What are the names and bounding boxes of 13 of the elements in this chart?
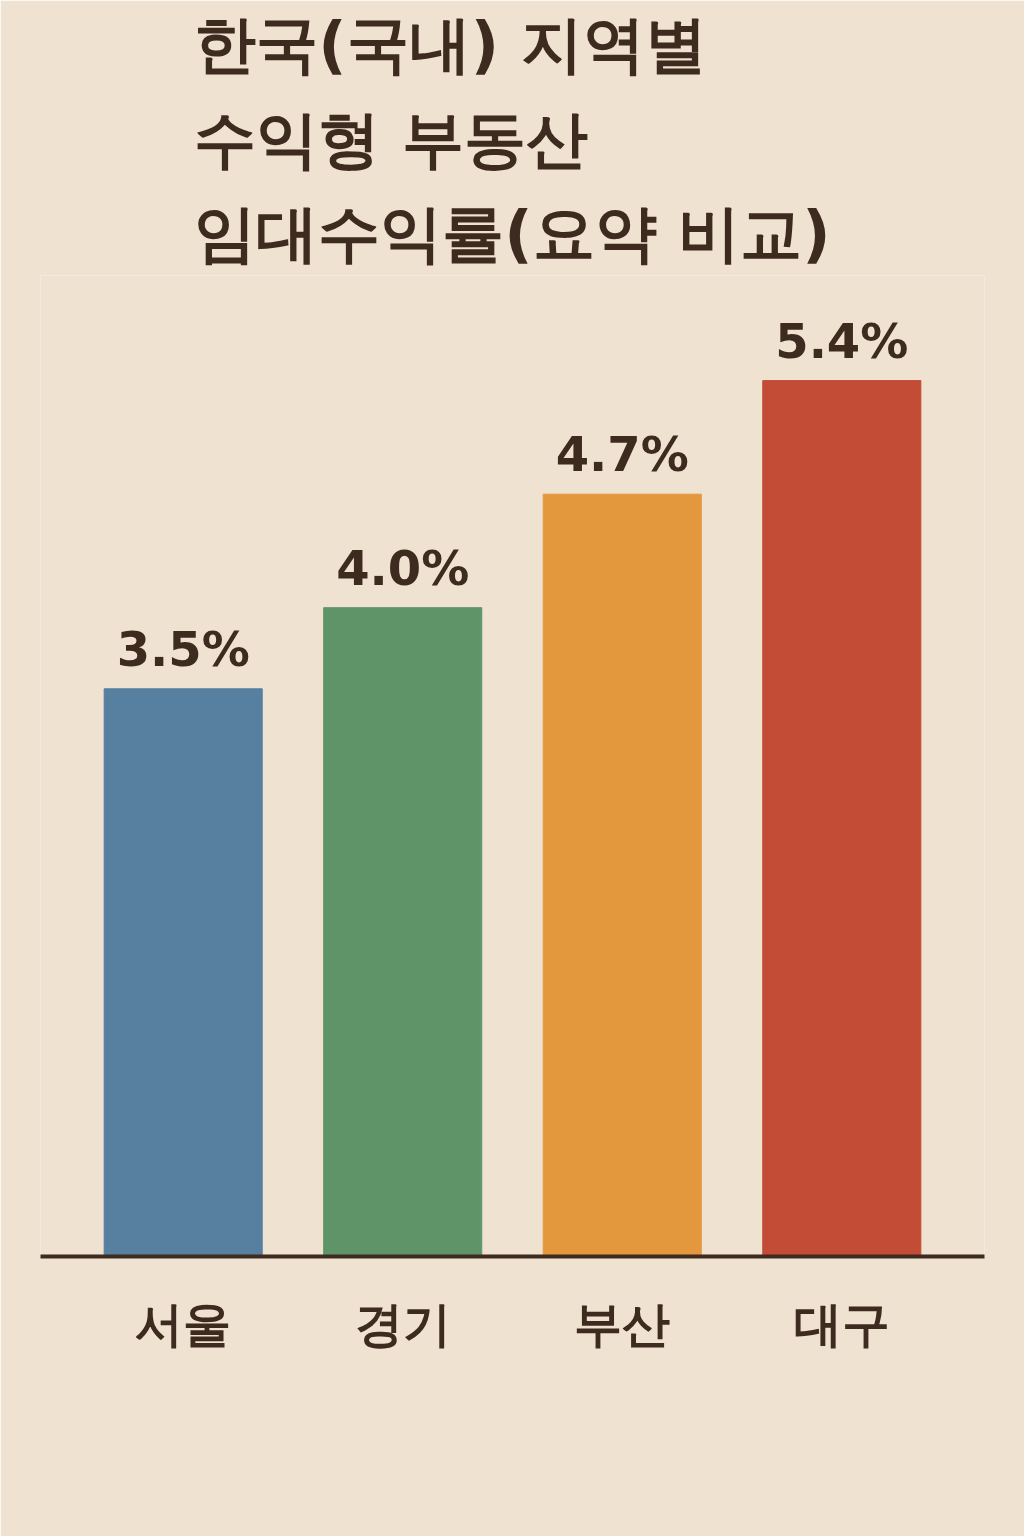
chart-title: 한국(국내) 지역별 수익형 부동산 임대수익률(요약 비교)	[194, 7, 831, 271]
bar	[542, 493, 702, 1257]
data-label: 5.4%	[775, 312, 909, 369]
x-tick-label: 대구	[793, 1297, 890, 1351]
data-label: 3.5%	[116, 620, 250, 677]
x-tick-label: 서울	[135, 1297, 232, 1351]
bar	[103, 688, 263, 1257]
x-tick-label: 경기	[354, 1297, 451, 1351]
bar	[762, 380, 922, 1257]
data-label: 4.7%	[555, 426, 689, 483]
bar	[323, 607, 483, 1257]
data-label: 4.0%	[336, 539, 470, 596]
x-tick-label: 부산	[574, 1297, 671, 1351]
